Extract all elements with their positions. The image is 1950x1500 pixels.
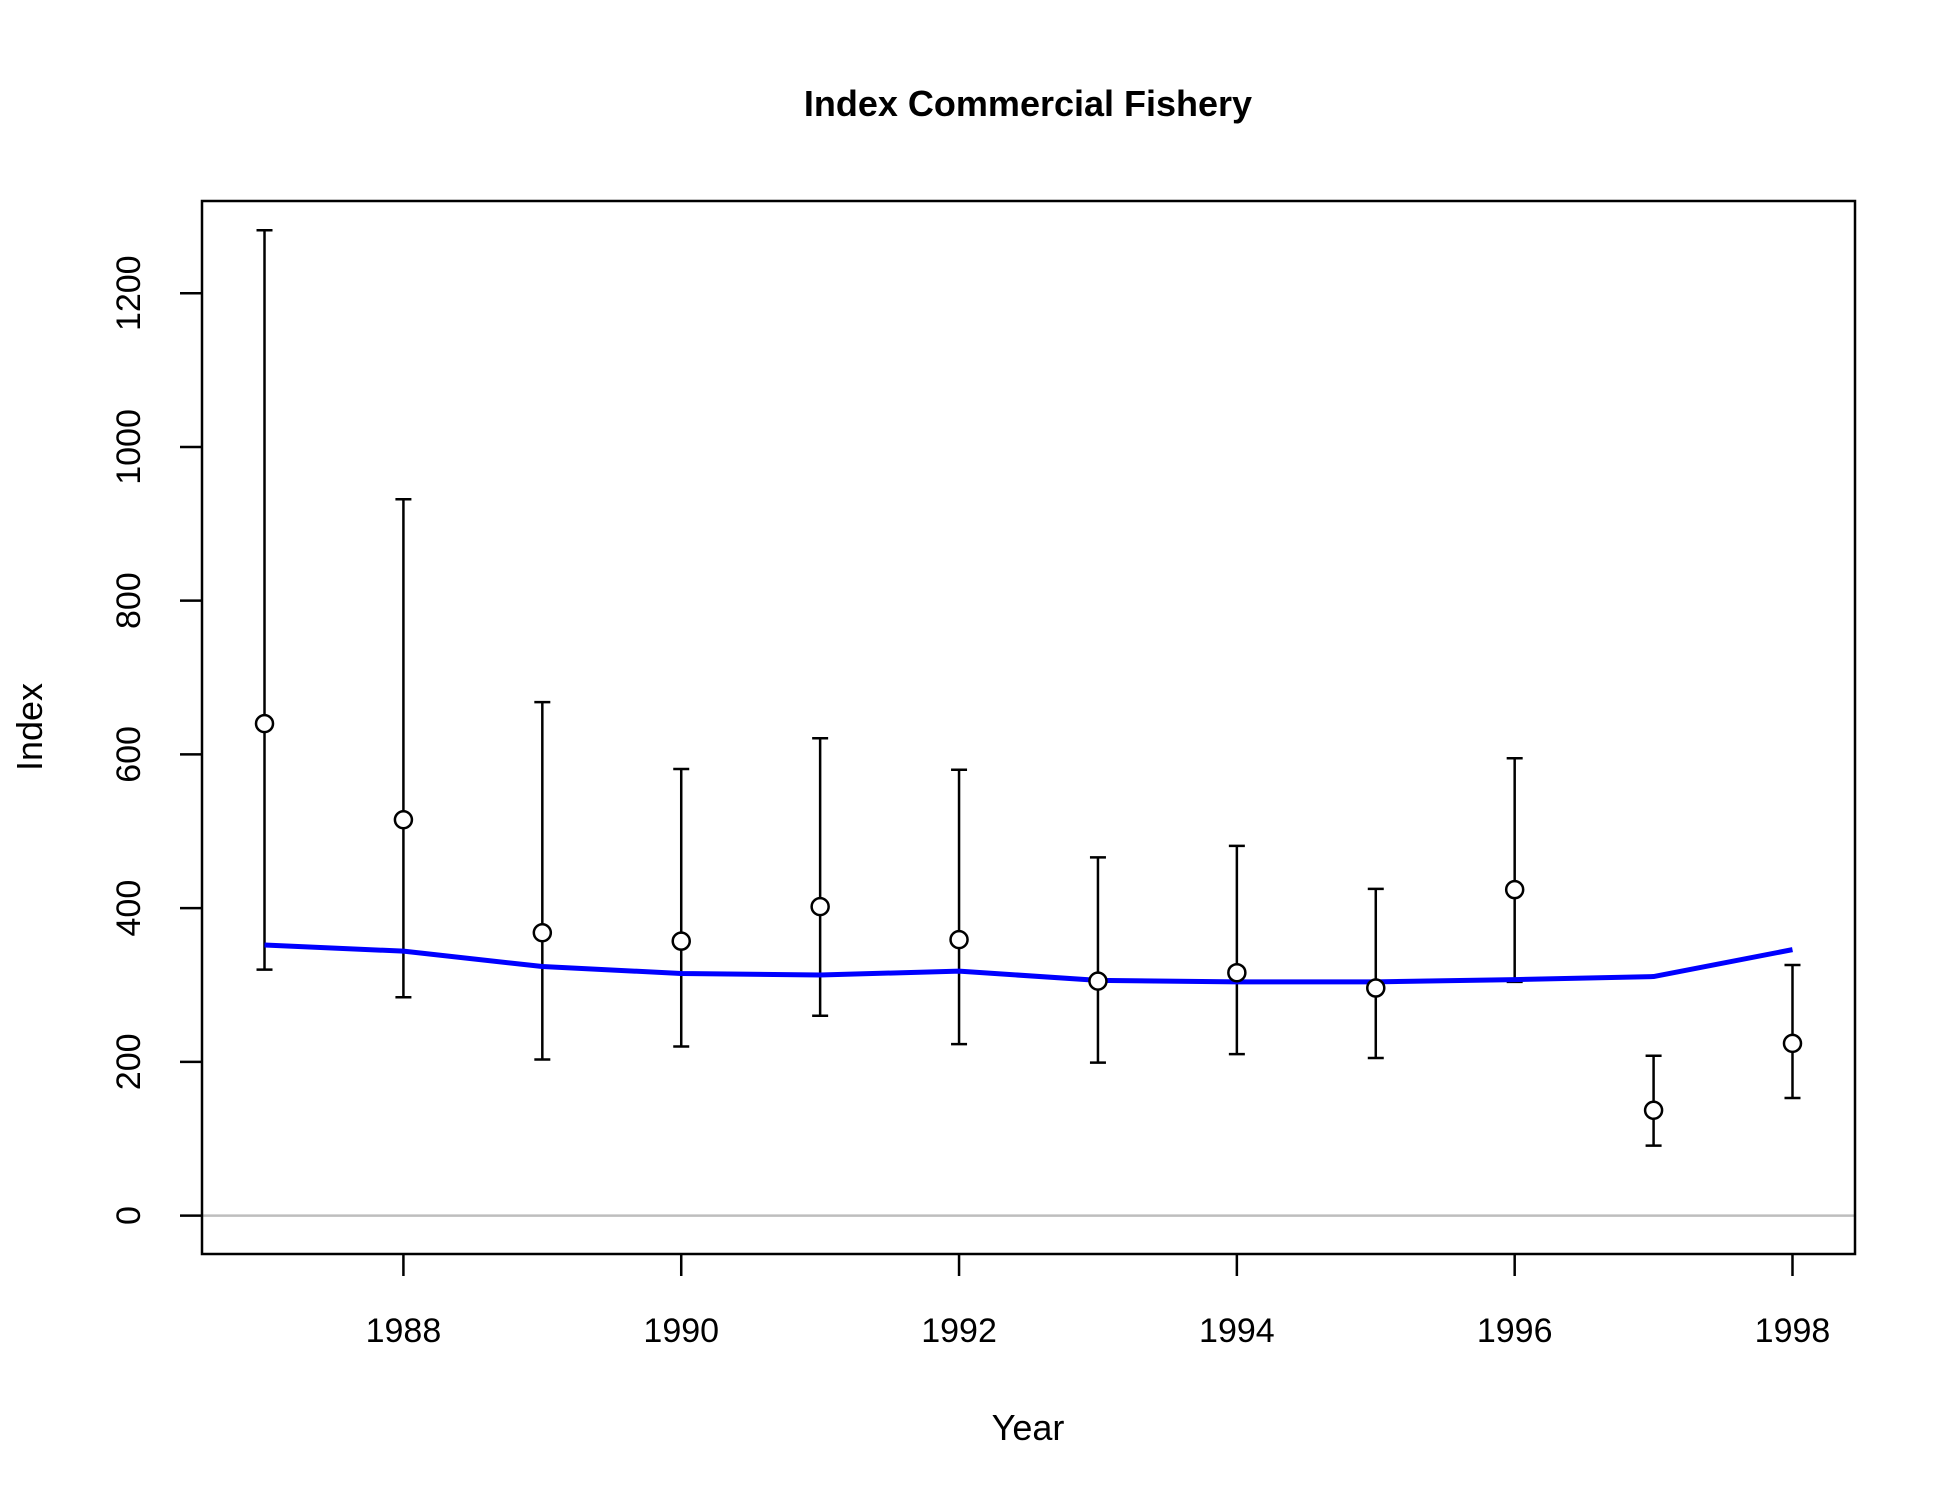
x-tick-label-1988: 1988 [366, 1312, 442, 1350]
observed-point-1997 [1643, 1100, 1664, 1121]
x-tick-label-1998: 1998 [1755, 1312, 1831, 1350]
observed-point-1998 [1782, 1033, 1803, 1054]
y-tick-label-800: 800 [110, 572, 148, 629]
x-axis-label: Year [992, 1407, 1065, 1448]
observed-point-1995 [1366, 978, 1386, 998]
fitted-line [264, 942, 1793, 985]
x-tick-label-1996: 1996 [1477, 1312, 1553, 1350]
y-tick-label-400: 400 [110, 880, 148, 937]
x-tick-label-1992: 1992 [921, 1312, 997, 1350]
y-tick-label-1200: 1200 [110, 255, 148, 331]
y-tick-label-0: 0 [110, 1206, 148, 1225]
observed-point-1996 [1504, 879, 1525, 900]
plot-layer: 1988 1990 1992 1994 1996 1998 0 200 400 600 800 100… [110, 199, 1857, 1350]
plot-frame [200, 199, 1857, 1256]
y-tick-label-600: 600 [110, 726, 148, 783]
y-tick-label-1000: 1000 [110, 409, 148, 485]
observed-point-1990 [671, 931, 691, 951]
observed-point-1989 [532, 922, 553, 943]
y-axis-label: Index [9, 683, 50, 771]
observed-point-1987 [254, 713, 275, 734]
x-tick-label-1990: 1990 [643, 1312, 719, 1350]
chart-title: Index Commercial Fishery [804, 83, 1252, 124]
observed-point-1994 [1227, 962, 1247, 983]
observed-point-1993 [1088, 971, 1108, 991]
x-tick-label-1994: 1994 [1199, 1312, 1275, 1350]
y-tick-label-200: 200 [110, 1033, 148, 1090]
observed-point-1992 [949, 929, 969, 950]
observed-point-1988 [393, 809, 414, 830]
observed-point-1991 [810, 896, 830, 917]
